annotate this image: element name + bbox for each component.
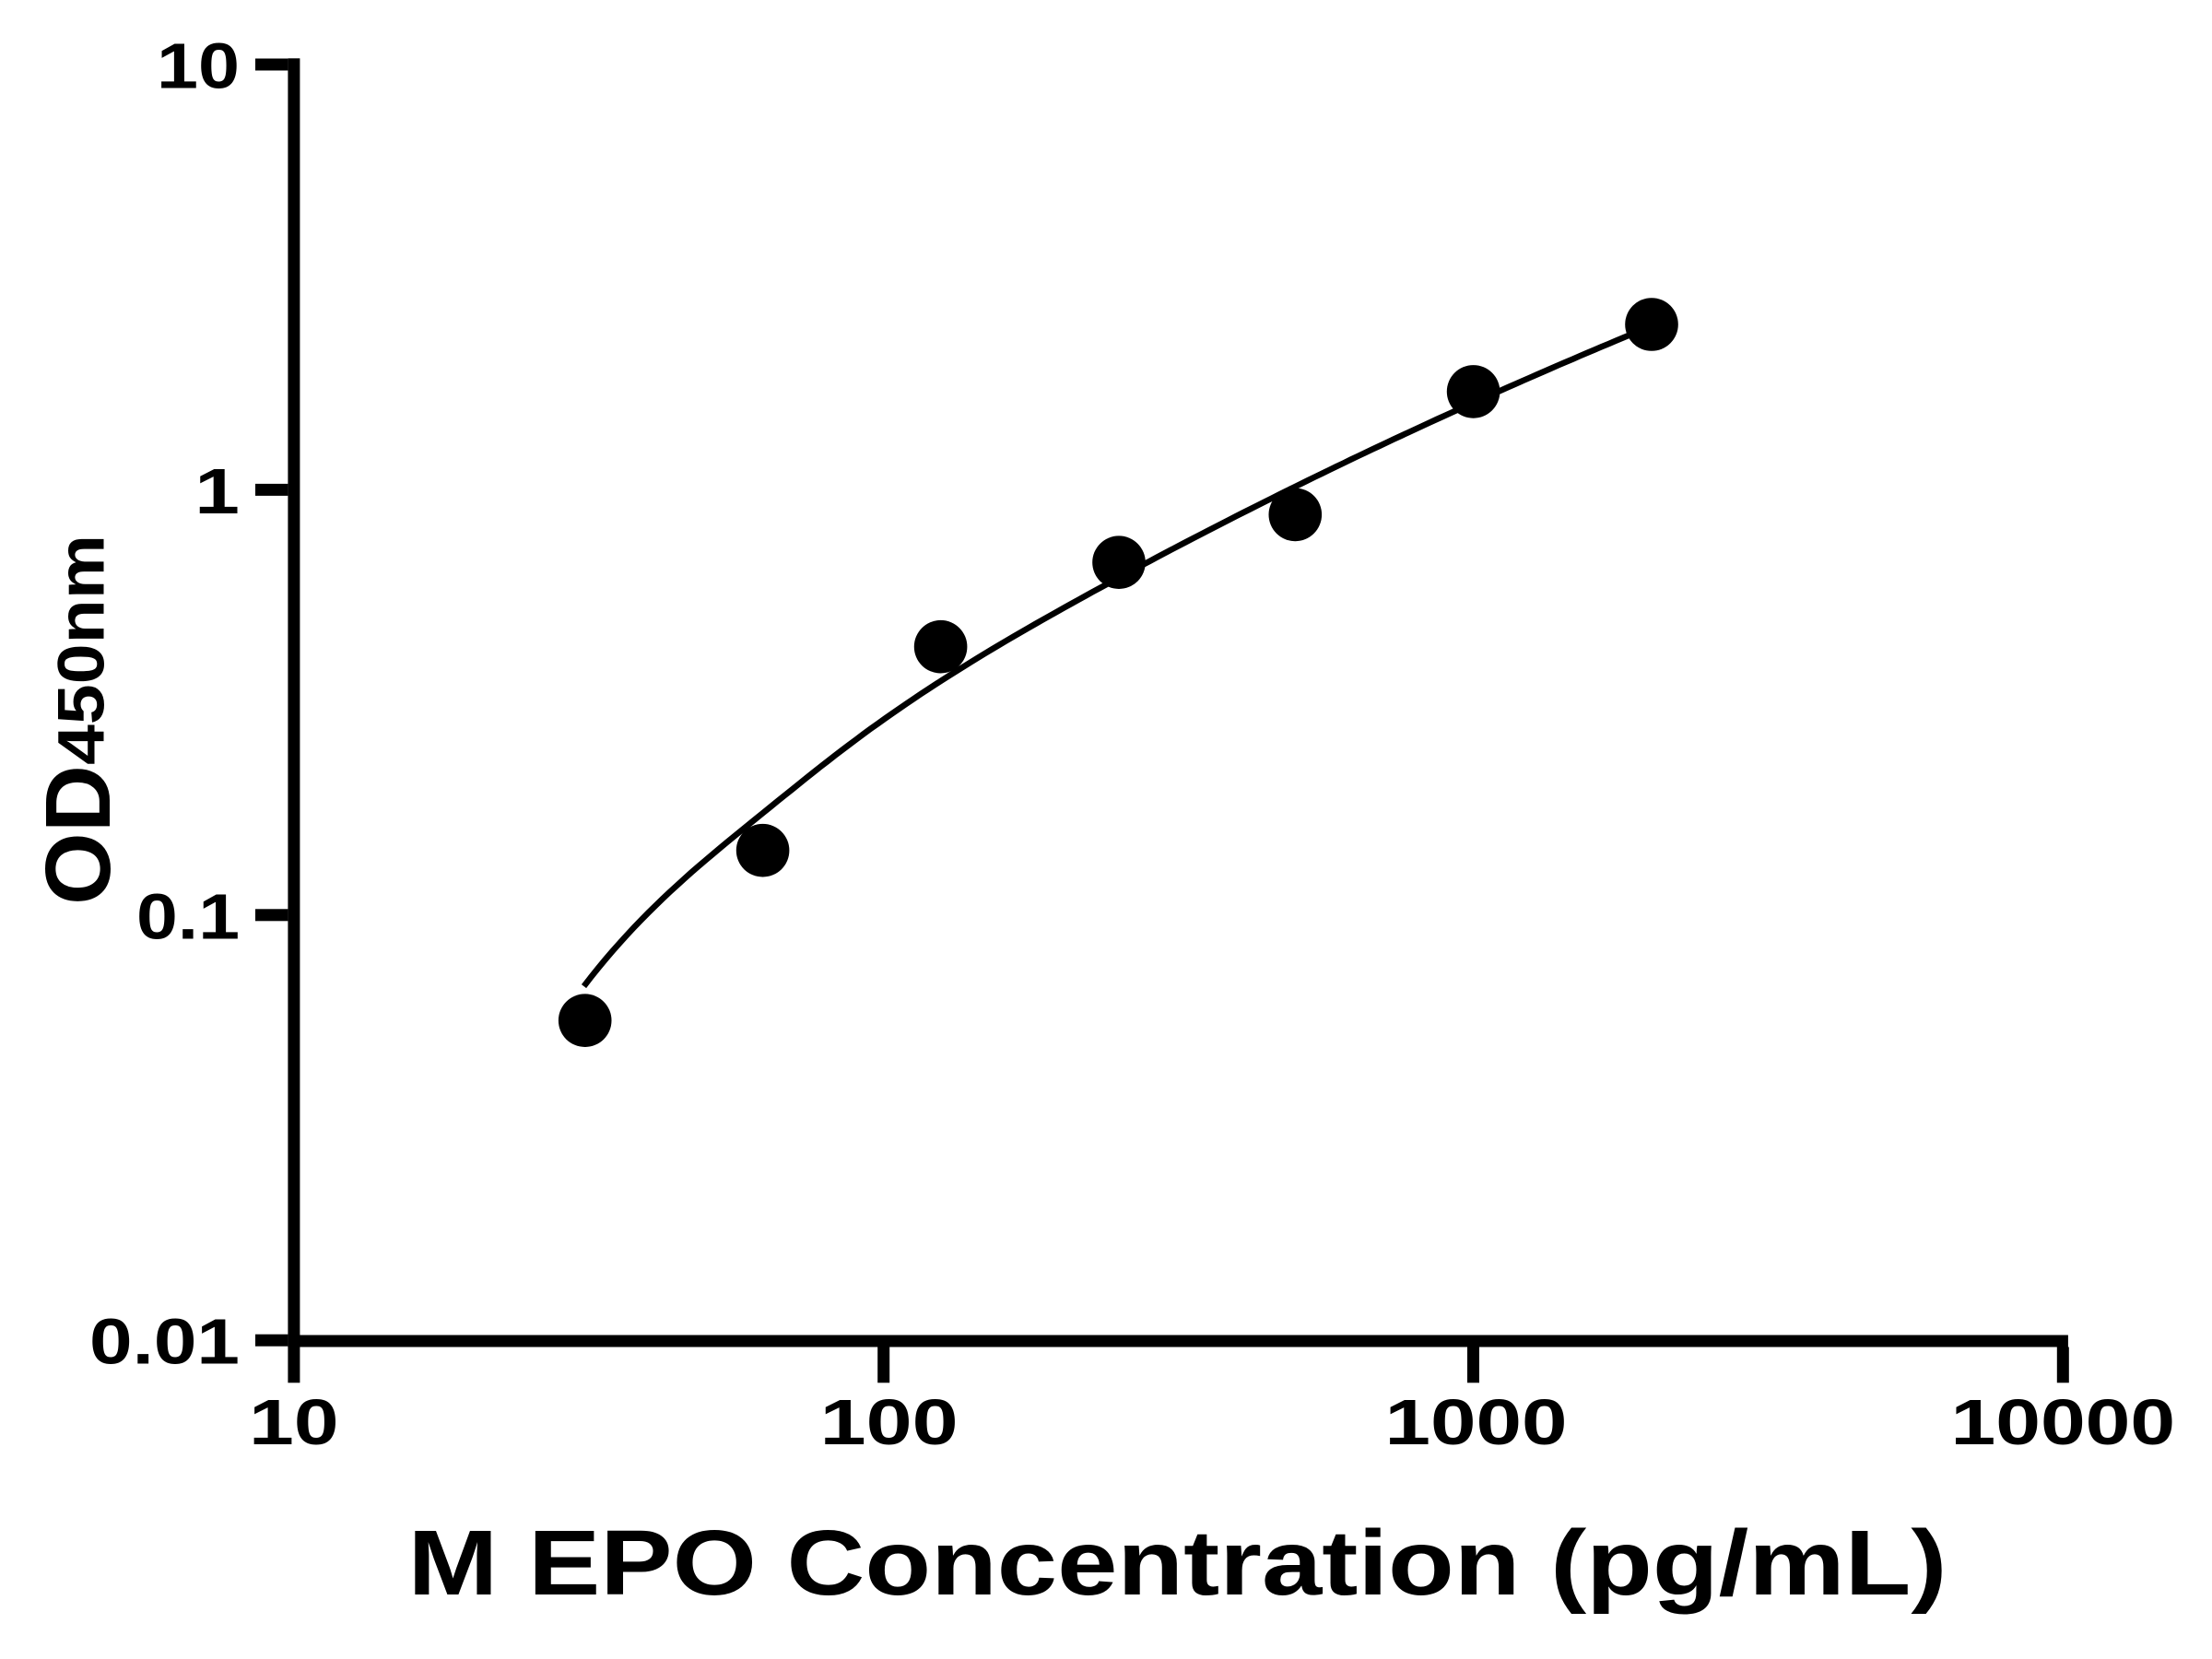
svg-text:1000: 1000 (1385, 1386, 1568, 1458)
svg-text:100: 100 (820, 1386, 959, 1458)
svg-text:10: 10 (249, 1386, 338, 1458)
svg-text:10: 10 (157, 30, 240, 102)
svg-text:1: 1 (194, 455, 240, 527)
svg-text:450nm: 450nm (46, 535, 119, 765)
svg-text:OD: OD (27, 765, 130, 905)
svg-text:M EPO Concentration (pg/mL): M EPO Concentration (pg/mL) (408, 1512, 1947, 1615)
svg-text:0.01: 0.01 (89, 1306, 240, 1378)
svg-text:10000: 10000 (1951, 1386, 2176, 1458)
svg-text:0.1: 0.1 (136, 880, 240, 952)
